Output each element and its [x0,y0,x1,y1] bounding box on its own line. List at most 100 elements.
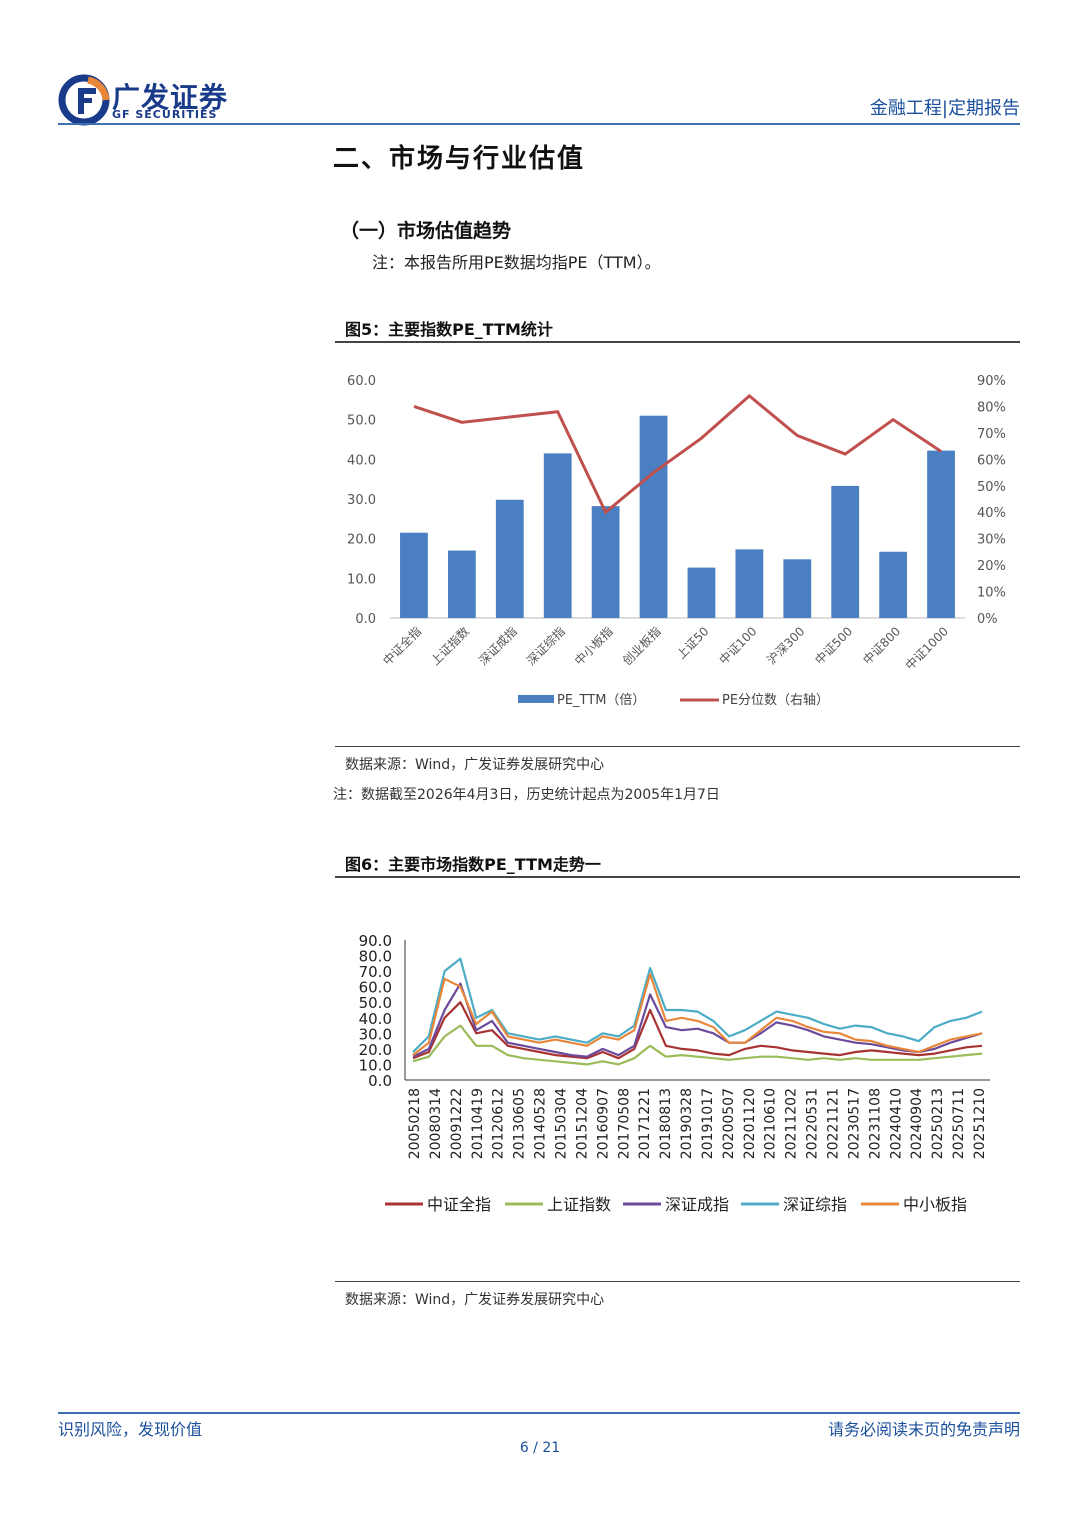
date-tick-label: 20210610 [763,1088,779,1159]
date-tick-label: 20120612 [491,1088,507,1159]
legend-label: 上证指数 [547,1195,611,1214]
right-axis-tick-label: 10% [977,586,1006,601]
pe-ttm-bar [927,450,955,618]
date-tick-label: 20171221 [637,1088,653,1159]
subsection-title: （一）市场估值趋势 [340,220,512,242]
date-tick-label: 20250711 [951,1088,967,1159]
figure5-source: 数据来源：Wind，广发证券发展研究中心 [345,757,605,773]
figure6-title: 图6：主要市场指数PE_TTM走势一 [345,855,601,874]
y-axis-tick-label: 10.0 [359,1056,392,1074]
date-tick-label: 20221121 [826,1088,842,1159]
left-axis-tick-label: 0.0 [355,612,376,627]
right-axis-tick-label: 30% [977,533,1006,548]
series-line [412,1001,983,1060]
left-axis-tick-label: 40.0 [347,453,376,468]
right-axis-tick-label: 60% [977,453,1006,468]
series-line [412,973,983,1056]
category-tick-label: 中证800 [859,624,903,668]
series-line [412,957,983,1053]
date-tick-label: 20211202 [784,1088,800,1159]
left-axis-tick-label: 60.0 [347,374,376,389]
date-tick-label: 20240904 [909,1088,925,1159]
pe-ttm-bar [831,485,860,618]
date-tick-label: 20150304 [553,1088,569,1159]
category-tick-label: 创业板指 [619,624,664,669]
category-tick-label: 中证1000 [902,624,951,673]
left-axis-tick-label: 10.0 [347,572,376,587]
category-tick-label: 中证全指 [380,624,425,669]
date-tick-label: 20251210 [972,1088,988,1159]
pe-ttm-bar [735,549,764,618]
figure5-chart: 0.0 10.0 20.0 30.0 40.0 50.0 60.0 0% 10% 20% 30% 40… [347,374,1006,708]
left-axis-tick-label: 20.0 [347,533,376,548]
figure6-bottom-rule [335,1281,1020,1282]
category-tick-label: 中小板指 [571,624,616,669]
date-tick-label: 20170508 [616,1088,632,1159]
date-tick-label: 20190328 [679,1088,695,1159]
y-axis-tick-label: 50.0 [359,994,392,1012]
pe-ttm-bar [543,453,572,618]
section-title: 二、市场与行业估值 [333,144,586,174]
y-axis-tick-label: 20.0 [359,1041,392,1059]
y-axis-tick-label: 80.0 [359,948,392,966]
y-axis-tick-label: 90.0 [359,932,392,950]
right-axis-tick-label: 0% [977,612,998,627]
figure6-chart: 0.010.020.030.040.050.060.070.080.090.0 2… [359,932,990,1214]
figure5-bottom-rule [335,746,1020,747]
category-tick-label: 深证成指 [475,624,520,669]
series-line [412,982,983,1058]
right-axis-tick-label: 50% [977,480,1006,495]
date-tick-label: 20151204 [574,1088,590,1159]
figure5-title: 图5：主要指数PE_TTM统计 [345,320,553,339]
category-tick-label: 上证指数 [427,624,472,669]
pe-ttm-bar [783,559,812,618]
y-axis-tick-label: 70.0 [359,963,392,981]
footer-slogan: 识别风险，发现价值 [58,1420,203,1439]
date-tick-label: 20250213 [930,1088,946,1159]
pe-ttm-bar [687,567,716,618]
pe-ttm-bar [447,550,476,618]
date-tick-label: 20110419 [470,1088,486,1159]
pe-ttm-bar [879,551,908,618]
y-axis-tick-label: 0.0 [368,1072,392,1090]
category-tick-label: 深证综指 [523,624,568,669]
logo-mark-icon [58,74,110,126]
legend-label-pe-percentile: PE分位数（右轴） [722,693,829,708]
category-tick-label: 上证50 [674,624,712,662]
pe-definition-note: 注：本报告所用PE数据均指PE（TTM）。 [372,253,661,272]
right-axis-tick-label: 90% [977,374,1006,389]
y-axis-tick-label: 30.0 [359,1025,392,1043]
date-tick-label: 20180813 [658,1088,674,1159]
right-axis-tick-label: 20% [977,559,1006,574]
date-tick-label: 20231108 [867,1088,883,1159]
date-tick-label: 20160907 [595,1088,611,1159]
figure5-top-rule [335,341,1020,343]
pe-ttm-bar [591,506,620,618]
legend-label: 中证全指 [427,1195,491,1214]
company-logo [58,74,288,126]
date-tick-label: 20050218 [407,1088,423,1159]
date-tick-label: 20080314 [428,1088,444,1159]
legend-label-pe-ttm: PE_TTM（倍） [557,693,645,708]
date-tick-label: 20091222 [449,1088,465,1159]
footer-disclaimer: 请务必阅读末页的免责声明 [827,1420,1020,1439]
figure6-source: 数据来源：Wind，广发证券发展研究中心 [345,1292,605,1308]
right-axis-tick-label: 70% [977,427,1006,442]
series-line [412,1024,983,1066]
right-axis-tick-label: 40% [977,506,1006,521]
date-tick-label: 20191017 [700,1088,716,1159]
pe-ttm-bar [639,415,668,618]
figure6-top-rule [335,876,1020,878]
category-tick-label: 沪深300 [764,624,807,667]
right-axis-tick-label: 80% [977,400,1006,415]
report-type-label: 金融工程|定期报告 [869,98,1020,119]
date-tick-label: 20240410 [888,1088,904,1159]
legend-label: 中小板指 [903,1195,967,1214]
date-tick-label: 20130605 [512,1088,528,1159]
footer-divider [58,1412,1020,1414]
category-tick-label: 中证500 [812,624,856,668]
date-tick-label: 20140528 [533,1088,549,1159]
pe-ttm-bar [495,499,524,618]
date-tick-label: 20201120 [742,1088,758,1159]
legend-label: 深证成指 [665,1195,729,1214]
